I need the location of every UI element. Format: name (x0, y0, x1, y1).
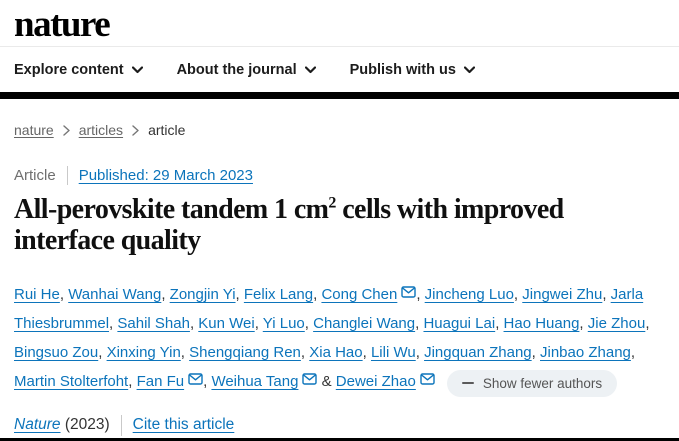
author-link[interactable]: Xinxing Yin (106, 344, 181, 361)
breadcrumb-link-articles[interactable]: articles (78, 122, 124, 138)
author-link[interactable]: Bingsuo Zou (14, 344, 99, 361)
title-text: All-perovskite tandem 1 cm (14, 194, 329, 225)
show-fewer-authors-label: Show fewer authors (482, 375, 603, 391)
author-separator: , (362, 344, 371, 361)
author-link[interactable]: Sahil Shah (117, 315, 190, 332)
author-link[interactable]: Yi Luo (262, 315, 305, 332)
author-link[interactable]: Jarla Thiesbrummel (14, 286, 644, 332)
vertical-divider (66, 166, 68, 185)
main-navigation: Explore content About the journal Publis… (0, 47, 679, 92)
email-icon[interactable] (420, 373, 435, 385)
chevron-right-icon (63, 124, 70, 136)
title-superscript: 2 (328, 194, 336, 212)
author-separator: , (128, 373, 137, 390)
site-header: nature Explore content About the journal… (0, 0, 679, 99)
author-separator: , (98, 344, 107, 361)
author-link[interactable]: Rui He (14, 286, 60, 303)
journal-citation: Nature (2023) (14, 416, 110, 434)
author-link[interactable]: Jingquan Zhang (424, 344, 532, 361)
author-separator: , (513, 286, 523, 303)
email-icon[interactable] (188, 373, 203, 385)
minus-icon (461, 382, 474, 384)
author-separator: , (203, 373, 212, 390)
author-separator: , (645, 315, 650, 332)
bottom-border-line (0, 438, 679, 441)
journal-name-link[interactable]: Nature (14, 416, 61, 433)
header-divider-bar (0, 92, 679, 99)
citation-year: (2023) (64, 416, 110, 433)
author-link[interactable]: Jie Zhou (587, 315, 646, 332)
author-link[interactable]: Fan Fu (136, 373, 185, 390)
header-logo-row: nature (0, 0, 679, 47)
author-separator: , (415, 315, 424, 332)
author-link[interactable]: Xia Hao (309, 344, 363, 361)
title-text: cells with improved (335, 194, 564, 225)
article-header-content: nature articles article Article Publishe… (0, 122, 679, 436)
show-fewer-authors-button[interactable]: Show fewer authors (446, 369, 618, 397)
article-meta-row: Article Published: 29 March 2023 (14, 166, 663, 185)
email-icon[interactable] (401, 286, 417, 298)
author-separator: , (235, 286, 244, 303)
nav-item-publish-with-us[interactable]: Publish with us (349, 61, 476, 78)
author-separator: , (161, 286, 170, 303)
author-list: Rui He, Wanhai Wang, Zongjin Yi, Felix L… (14, 280, 663, 397)
author-link[interactable]: Lili Wu (370, 344, 416, 361)
published-date-link[interactable]: Published: 29 March 2023 (78, 167, 253, 184)
author-link[interactable]: Cong Chen (321, 286, 398, 303)
author-link[interactable]: Wanhai Wang (68, 286, 162, 303)
nav-item-label: About the journal (176, 61, 297, 78)
author-separator: , (531, 344, 540, 361)
author-link[interactable]: Changlei Wang (313, 315, 416, 332)
author-link[interactable]: Jincheng Luo (424, 286, 514, 303)
author-link[interactable]: Huagui Lai (423, 315, 496, 332)
vertical-divider (120, 414, 122, 436)
author-separator: , (304, 315, 314, 332)
author-link[interactable]: Weihua Tang (211, 373, 299, 390)
author-link[interactable]: Felix Lang (243, 286, 314, 303)
author-link[interactable]: Shengqiang Ren (189, 344, 301, 361)
nature-logo[interactable]: nature (14, 4, 111, 45)
nav-item-label: Explore content (14, 61, 124, 78)
article-title: All-perovskite tandem 1 cm2 cells with i… (14, 194, 663, 256)
author-separator: , (180, 344, 190, 361)
email-icon[interactable] (302, 373, 318, 385)
author-separator: , (59, 286, 69, 303)
author-separator: , (579, 315, 588, 332)
author-separator: , (602, 286, 611, 303)
author-link[interactable]: Jingwei Zhu (522, 286, 603, 303)
article-type-label: Article (14, 167, 56, 184)
author-link[interactable]: Hao Huang (503, 315, 580, 332)
author-separator: , (416, 286, 425, 303)
author-link[interactable]: Dewei Zhao (335, 373, 416, 390)
cite-this-article-link[interactable]: Cite this article (132, 416, 235, 433)
breadcrumb: nature articles article (14, 122, 663, 138)
author-separator: , (495, 315, 504, 332)
nav-item-explore-content[interactable]: Explore content (14, 62, 143, 78)
nav-item-label: Publish with us (349, 61, 456, 78)
breadcrumb-link-nature[interactable]: nature (14, 122, 54, 138)
author-link[interactable]: Jinbao Zhang (540, 344, 631, 361)
author-separator: , (300, 344, 310, 361)
author-separator: , (415, 344, 425, 361)
chevron-down-icon (304, 65, 316, 74)
author-link[interactable]: Kun Wei (198, 315, 255, 332)
nav-item-about-the-journal[interactable]: About the journal (177, 62, 316, 78)
chevron-down-icon (463, 65, 476, 74)
author-separator: , (630, 344, 636, 361)
breadcrumb-current-article: article (148, 122, 186, 138)
author-separator: & (317, 373, 336, 390)
author-link[interactable]: Zongjin Yi (169, 286, 236, 303)
chevron-right-icon (132, 124, 139, 136)
chevron-down-icon (131, 65, 143, 74)
author-links-inline: Rui He, Wanhai Wang, Zongjin Yi, Felix L… (14, 286, 649, 390)
title-text: interface quality (14, 225, 201, 256)
author-separator: , (313, 286, 322, 303)
author-separator: , (109, 315, 118, 332)
author-link[interactable]: Martin Stolterfoht (14, 373, 129, 390)
author-separator: , (254, 315, 263, 332)
citation-row: Nature (2023) Cite this article (14, 414, 663, 436)
author-separator: , (189, 315, 199, 332)
